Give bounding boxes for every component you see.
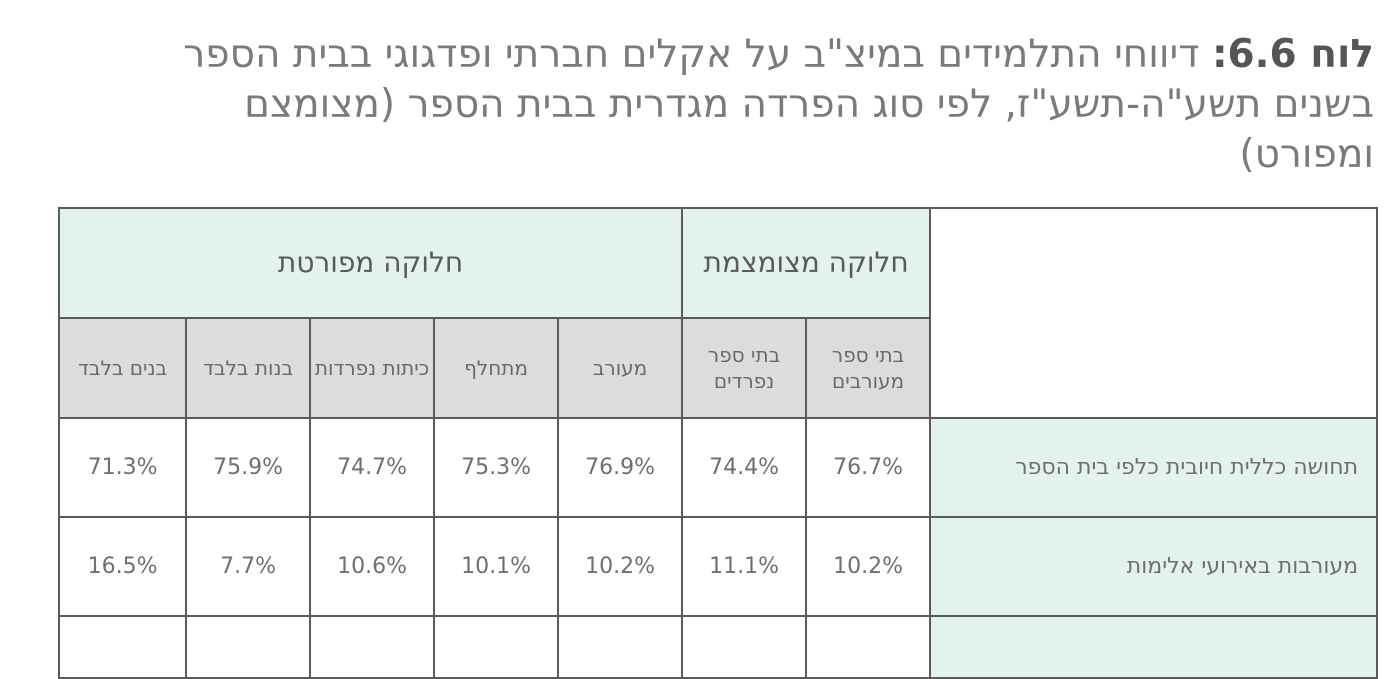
table-cell [433, 615, 560, 679]
table-cell: 75.3% [433, 417, 560, 518]
column-header: בנות בלבד [185, 317, 312, 419]
group-header-detailed: חלוקה מפורטת [57, 207, 684, 319]
column-header: מעורב [557, 317, 684, 419]
table-cell: 16.5% [57, 516, 188, 617]
table-row-cropped [57, 615, 1379, 679]
table-title: דיווחי התלמידים במיצ"ב על אקלים חברתי ופ… [183, 32, 1374, 177]
table-cell: 10.6% [309, 516, 436, 617]
table-cell [681, 615, 808, 679]
table-row: מעורבות באירועי אלימות 10.2% 11.1% 10.2%… [57, 516, 1379, 617]
table-cell: 74.7% [309, 417, 436, 518]
table-cell: 76.9% [557, 417, 684, 518]
column-header: בנים בלבד [57, 317, 188, 419]
table-cell: 10.2% [805, 516, 932, 617]
table-cell: 71.3% [57, 417, 188, 518]
group-header-row: חלוקה מצומצמת חלוקה מפורטת [57, 207, 1379, 419]
table-cell [185, 615, 312, 679]
table-number: לוח 6.6: [1211, 32, 1374, 77]
column-header: כיתות נפרדות [309, 317, 436, 419]
group-header-narrow: חלוקה מצומצמת [681, 207, 932, 319]
table-cell: 75.9% [185, 417, 312, 518]
table-caption: לוח 6.6: דיווחי התלמידים במיצ"ב על אקלים… [124, 30, 1374, 180]
table-row: תחושה כללית חיובית כלפי בית הספר 76.7% 7… [57, 417, 1379, 518]
table-cell: 10.2% [557, 516, 684, 617]
corner-cell [929, 207, 1379, 419]
column-header: בתי ספר נפרדים [681, 317, 808, 419]
table-cell: 7.7% [185, 516, 312, 617]
row-label: תחושה כללית חיובית כלפי בית הספר [929, 417, 1379, 518]
table-cell: 10.1% [433, 516, 560, 617]
column-header: בתי ספר מעורבים [805, 317, 932, 419]
table-cell: 11.1% [681, 516, 808, 617]
row-label [929, 615, 1379, 679]
table-cell [557, 615, 684, 679]
table-cell: 74.4% [681, 417, 808, 518]
row-label: מעורבות באירועי אלימות [929, 516, 1379, 617]
table-cell [57, 615, 188, 679]
table-cell [309, 615, 436, 679]
column-header: מתחלף [433, 317, 560, 419]
column-header-row: בתי ספר מעורבים בתי ספר נפרדים מעורב מתח… [57, 317, 1377, 419]
table-cell: 76.7% [805, 417, 932, 518]
data-table: חלוקה מצומצמת חלוקה מפורטת בתי ספר מעורב… [57, 207, 1379, 679]
table-cell [805, 615, 932, 679]
